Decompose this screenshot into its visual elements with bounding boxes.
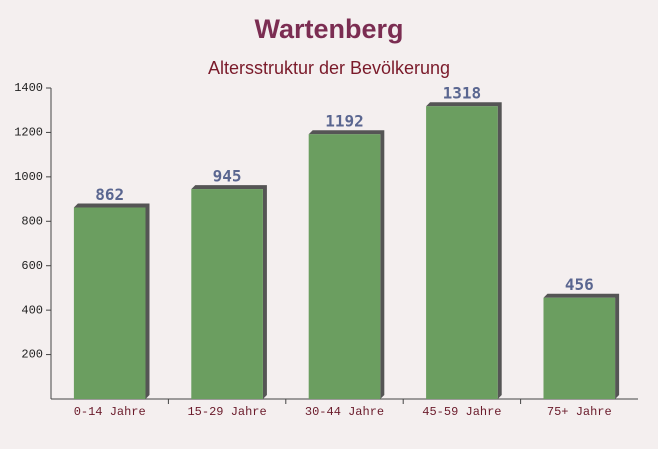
chart-title: Wartenberg [254,14,403,44]
value-label: 1192 [325,112,364,131]
bar [73,207,146,399]
value-label: 945 [213,167,242,186]
chart-subtitle: Altersstruktur der Bevölkerung [208,58,450,78]
y-tick-label: 600 [21,259,43,273]
bar [308,134,381,399]
x-tick-label: 75+ Jahre [547,405,612,419]
y-tick-label: 200 [21,348,43,362]
y-tick-label: 1400 [14,81,43,95]
x-tick-label: 45-59 Jahre [422,405,501,419]
x-tick-label: 15-29 Jahre [187,405,266,419]
y-tick-label: 1200 [14,126,43,140]
y-tick-label: 400 [21,303,43,317]
value-label: 862 [95,185,124,204]
x-tick-label: 30-44 Jahre [305,405,384,419]
bar [191,189,263,399]
bar [426,106,498,400]
value-label: 1318 [443,84,482,103]
bar [543,297,616,399]
x-tick-label: 0-14 Jahre [74,405,146,419]
y-tick-label: 800 [21,214,43,228]
y-tick-label: 1000 [14,170,43,184]
value-label: 456 [565,275,594,294]
